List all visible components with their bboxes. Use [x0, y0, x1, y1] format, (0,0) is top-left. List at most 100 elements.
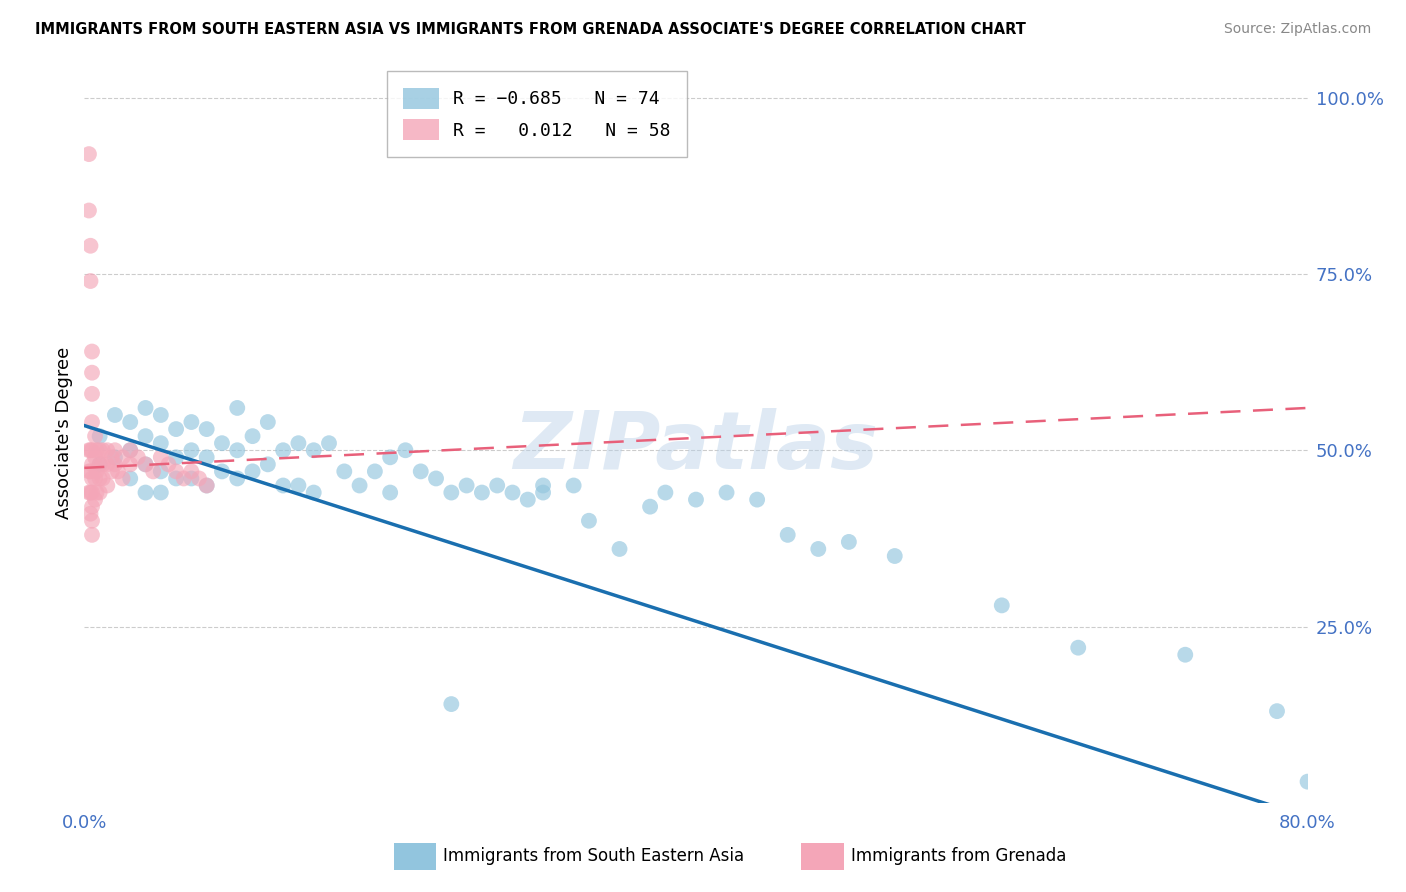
Point: [531, 485, 554, 500]
Point: [80, 514, 103, 528]
Point: [80, 344, 103, 359]
Point: [79, 239, 101, 253]
Point: [638, 500, 661, 514]
Point: [135, 458, 157, 472]
Point: [471, 485, 494, 500]
Point: [302, 443, 325, 458]
Point: [807, 541, 830, 556]
Point: [502, 485, 524, 500]
Point: [111, 450, 134, 465]
Point: [211, 464, 233, 478]
Point: [226, 471, 249, 485]
Point: [776, 528, 799, 542]
Point: [149, 450, 172, 465]
Point: [96, 478, 118, 492]
Point: [120, 443, 142, 458]
Y-axis label: Associate's Degree: Associate's Degree: [55, 346, 73, 519]
Point: [77, 485, 100, 500]
Point: [77, 203, 100, 218]
Point: [89, 458, 111, 472]
Point: [86, 443, 108, 458]
Point: [84, 429, 107, 443]
Point: [157, 458, 180, 472]
Point: [242, 429, 264, 443]
Point: [654, 485, 676, 500]
Point: [135, 485, 157, 500]
Point: [1265, 704, 1288, 718]
Point: [104, 458, 127, 472]
Point: [165, 464, 187, 478]
Point: [120, 471, 142, 485]
Point: [127, 450, 149, 465]
Point: [79, 274, 101, 288]
Point: [165, 422, 187, 436]
Point: [104, 443, 127, 458]
Point: [120, 443, 142, 458]
Point: [302, 485, 325, 500]
Point: [80, 471, 103, 485]
Point: [440, 485, 463, 500]
Point: [195, 478, 218, 492]
Point: [149, 408, 172, 422]
Point: [80, 528, 103, 542]
Point: [165, 471, 187, 485]
Point: [86, 485, 108, 500]
Point: [101, 464, 124, 478]
Point: [486, 478, 509, 492]
Point: [716, 485, 738, 500]
Point: [135, 458, 157, 472]
Point: [257, 415, 280, 429]
Point: [165, 450, 187, 465]
Point: [96, 443, 118, 458]
Point: [96, 458, 118, 472]
Point: [89, 429, 111, 443]
Point: [135, 429, 157, 443]
Point: [135, 401, 157, 415]
Point: [80, 366, 103, 380]
Point: [271, 478, 294, 492]
Point: [425, 471, 447, 485]
Point: [180, 415, 202, 429]
Point: [188, 471, 211, 485]
Point: [211, 436, 233, 450]
Point: [380, 450, 402, 465]
Point: [226, 443, 249, 458]
Point: [173, 471, 195, 485]
Point: [149, 485, 172, 500]
Point: [1296, 774, 1319, 789]
Point: [257, 458, 280, 472]
Point: [180, 443, 202, 458]
Point: [180, 471, 202, 485]
Point: [80, 415, 103, 429]
Point: [394, 443, 416, 458]
Point: [991, 599, 1014, 613]
Point: [84, 492, 107, 507]
Point: [77, 464, 100, 478]
Point: [80, 387, 103, 401]
Text: Source: ZipAtlas.com: Source: ZipAtlas.com: [1223, 22, 1371, 37]
Point: [578, 514, 600, 528]
Point: [111, 471, 134, 485]
Point: [364, 464, 387, 478]
Point: [104, 408, 127, 422]
Point: [79, 507, 101, 521]
Text: Immigrants from South Eastern Asia: Immigrants from South Eastern Asia: [443, 847, 744, 865]
Point: [80, 500, 103, 514]
Point: [318, 436, 340, 450]
Point: [77, 443, 100, 458]
Point: [609, 541, 631, 556]
Point: [195, 422, 218, 436]
Point: [120, 458, 142, 472]
Point: [440, 697, 463, 711]
Point: [91, 458, 114, 472]
Point: [287, 436, 309, 450]
Point: [120, 415, 142, 429]
Point: [1067, 640, 1090, 655]
Point: [89, 485, 111, 500]
Point: [80, 485, 103, 500]
Point: [516, 492, 538, 507]
Point: [562, 478, 585, 492]
Point: [1174, 648, 1197, 662]
Point: [91, 443, 114, 458]
Point: [685, 492, 707, 507]
